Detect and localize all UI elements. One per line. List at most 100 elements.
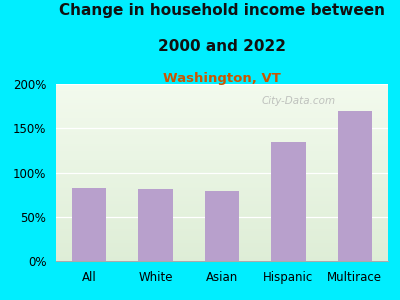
Bar bbox=[56, 212, 388, 213]
Bar bbox=[56, 243, 388, 245]
Bar bbox=[56, 112, 388, 114]
Bar bbox=[56, 210, 388, 212]
Bar bbox=[56, 235, 388, 236]
Bar bbox=[56, 84, 388, 86]
Bar bbox=[56, 188, 388, 190]
Bar bbox=[56, 151, 388, 153]
Bar bbox=[56, 128, 388, 130]
Bar bbox=[56, 86, 388, 88]
Bar bbox=[56, 165, 388, 167]
Bar bbox=[56, 107, 388, 109]
Bar bbox=[56, 116, 388, 118]
Bar bbox=[338, 111, 372, 261]
Bar bbox=[56, 190, 388, 192]
Text: Change in household income between: Change in household income between bbox=[59, 3, 385, 18]
Bar bbox=[56, 149, 388, 151]
Bar bbox=[56, 218, 388, 220]
Bar bbox=[56, 226, 388, 227]
Bar bbox=[56, 233, 388, 235]
Text: 2000 and 2022: 2000 and 2022 bbox=[158, 39, 286, 54]
Bar bbox=[56, 118, 388, 119]
Bar bbox=[56, 96, 388, 98]
Bar bbox=[56, 257, 388, 259]
Bar bbox=[56, 224, 388, 226]
Bar bbox=[56, 180, 388, 181]
Bar bbox=[56, 202, 388, 204]
Bar bbox=[56, 162, 388, 164]
Bar bbox=[56, 215, 388, 217]
Bar bbox=[56, 192, 388, 194]
Bar bbox=[56, 160, 388, 162]
Bar bbox=[56, 142, 388, 144]
Bar bbox=[56, 103, 388, 105]
Bar bbox=[56, 135, 388, 137]
Bar bbox=[56, 259, 388, 261]
Bar bbox=[56, 167, 388, 169]
Bar bbox=[56, 178, 388, 180]
Bar bbox=[56, 250, 388, 252]
Bar bbox=[56, 231, 388, 233]
Bar bbox=[56, 130, 388, 132]
Text: City-Data.com: City-Data.com bbox=[261, 96, 336, 106]
Bar bbox=[56, 229, 388, 231]
Bar bbox=[56, 155, 388, 157]
Bar bbox=[56, 181, 388, 183]
Bar bbox=[56, 119, 388, 121]
Bar bbox=[56, 197, 388, 199]
Bar bbox=[56, 100, 388, 102]
Bar bbox=[56, 204, 388, 206]
Bar bbox=[56, 208, 388, 210]
Bar bbox=[56, 256, 388, 257]
Bar bbox=[56, 98, 388, 100]
Bar bbox=[138, 189, 173, 261]
Bar bbox=[56, 164, 388, 165]
Bar bbox=[56, 172, 388, 174]
Bar bbox=[72, 188, 106, 261]
Bar bbox=[271, 142, 306, 261]
Bar bbox=[56, 94, 388, 96]
Bar bbox=[56, 123, 388, 125]
Bar bbox=[56, 252, 388, 254]
Bar bbox=[56, 88, 388, 89]
Bar bbox=[56, 114, 388, 116]
Bar bbox=[56, 157, 388, 158]
Bar bbox=[56, 139, 388, 141]
Bar bbox=[56, 158, 388, 160]
Bar bbox=[56, 93, 388, 94]
Bar bbox=[56, 132, 388, 134]
Text: Washington, VT: Washington, VT bbox=[163, 72, 281, 85]
Bar bbox=[56, 236, 388, 238]
Bar bbox=[56, 227, 388, 229]
Bar bbox=[56, 194, 388, 196]
Bar bbox=[56, 242, 388, 243]
Bar bbox=[56, 127, 388, 128]
Bar bbox=[56, 169, 388, 171]
Bar bbox=[56, 174, 388, 176]
Bar bbox=[56, 217, 388, 218]
Bar bbox=[205, 191, 239, 261]
Bar bbox=[56, 148, 388, 149]
Bar bbox=[56, 102, 388, 103]
Bar bbox=[56, 91, 388, 93]
Bar bbox=[56, 199, 388, 201]
Bar bbox=[56, 134, 388, 135]
Bar bbox=[56, 213, 388, 215]
Bar bbox=[56, 137, 388, 139]
Bar bbox=[56, 185, 388, 187]
Bar bbox=[56, 141, 388, 142]
Bar bbox=[56, 220, 388, 222]
Bar bbox=[56, 111, 388, 112]
Bar bbox=[56, 240, 388, 242]
Bar bbox=[56, 187, 388, 188]
Bar bbox=[56, 245, 388, 247]
Bar bbox=[56, 247, 388, 249]
Bar bbox=[56, 249, 388, 250]
Bar bbox=[56, 238, 388, 240]
Bar bbox=[56, 254, 388, 256]
Bar bbox=[56, 121, 388, 123]
Bar bbox=[56, 125, 388, 127]
Bar bbox=[56, 109, 388, 111]
Bar bbox=[56, 89, 388, 91]
Bar bbox=[56, 206, 388, 208]
Bar bbox=[56, 171, 388, 172]
